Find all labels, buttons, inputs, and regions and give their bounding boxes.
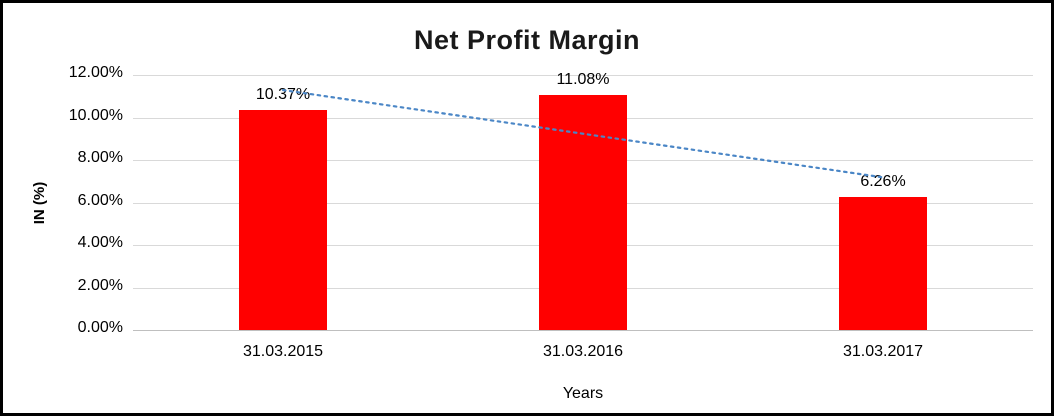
y-tick-label: 10.00%: [68, 106, 123, 124]
y-tick-label: 8.00%: [77, 149, 123, 166]
y-tick-label: 12.00%: [68, 64, 123, 81]
bar-value-label: 10.37%: [255, 85, 311, 103]
chart-title: Net Profit Margin: [413, 25, 640, 55]
bar: [239, 109, 327, 330]
y-tick-label: 2.00%: [77, 276, 123, 294]
gridline: [133, 75, 1033, 76]
y-tick-label: 0.00%: [77, 319, 123, 336]
x-tick-label: 31.03.2016: [542, 343, 624, 360]
x-axis-title: Years: [562, 385, 604, 402]
y-tick-label: 4.00%: [77, 234, 123, 251]
plot-area: 10.37% 11.08% 6.26%: [133, 71, 1033, 331]
bar: [539, 94, 627, 330]
x-axis-line: [133, 330, 1033, 331]
y-tick-label: 6.00%: [77, 191, 123, 209]
bar-value-label: 6.26%: [860, 172, 906, 190]
x-tick-label: 31.03.2015: [242, 343, 324, 360]
x-tick-label: 31.03.2017: [842, 343, 924, 360]
bar: [839, 196, 927, 330]
bar-value-label: 11.08%: [556, 70, 610, 88]
